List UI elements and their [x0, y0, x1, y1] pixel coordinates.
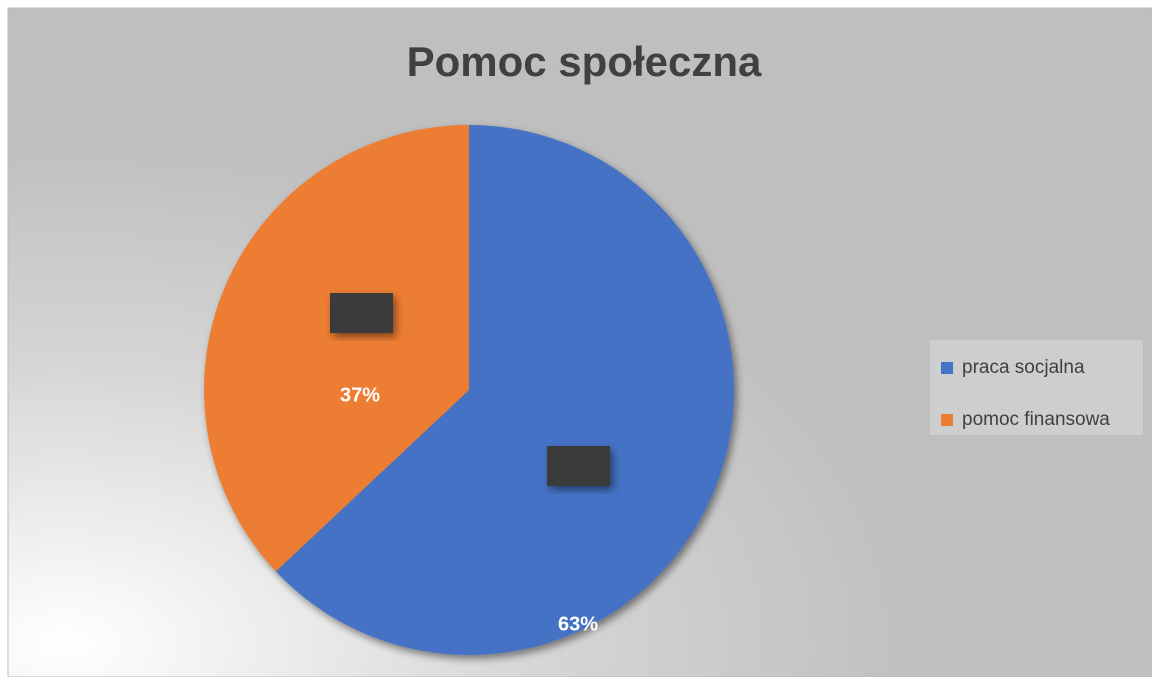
legend: praca socjalna pomoc finansowa	[941, 357, 1110, 430]
label-box	[547, 446, 610, 486]
pie	[204, 124, 734, 655]
label-box	[330, 293, 393, 333]
legend-background	[930, 340, 1143, 435]
pie-slice	[204, 124, 469, 572]
legend-label: pomoc finansowa	[962, 409, 1110, 430]
data-label: 37%	[340, 384, 380, 406]
chart-title: Pomoc społeczna	[407, 38, 762, 85]
pie-slice	[275, 125, 734, 655]
legend-swatch	[941, 414, 953, 426]
legend-label: praca socjalna	[962, 357, 1085, 378]
data-label: 63%	[558, 613, 598, 635]
legend-swatch	[941, 362, 953, 374]
